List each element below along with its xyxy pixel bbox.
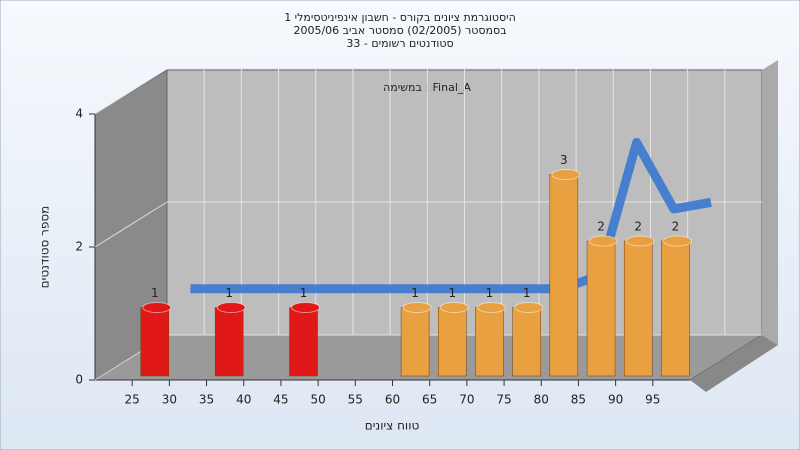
bar-top — [551, 169, 581, 180]
bar — [549, 174, 579, 377]
x-tick-label: 40 — [236, 393, 251, 407]
bar — [214, 307, 244, 377]
bar-top — [291, 302, 321, 313]
data-label: 1 — [151, 286, 159, 300]
data-label: 1 — [448, 286, 456, 300]
bar — [512, 307, 541, 377]
x-tick-label: 80 — [534, 393, 549, 407]
x-tick-label: 90 — [608, 393, 623, 407]
y-tick-label: 2 — [75, 240, 83, 254]
x-axis-label: טווח ציונים — [365, 419, 420, 433]
grid-line — [94, 68, 168, 115]
bar-top — [216, 302, 246, 313]
bar-top — [142, 302, 172, 313]
bar-top — [588, 235, 618, 247]
y-axis-label: מספר סטודנטים — [38, 206, 52, 289]
bar — [140, 307, 170, 377]
y-tick-label: 4 — [75, 107, 83, 121]
x-tick-label: 45 — [273, 393, 288, 407]
data-label: 2 — [634, 220, 642, 234]
bar — [586, 240, 616, 377]
x-tick-label: 70 — [459, 393, 474, 407]
x-tick-label: 25 — [125, 393, 140, 407]
bar-top — [476, 302, 506, 313]
data-label: 1 — [523, 286, 531, 300]
x-tick-label: 55 — [348, 393, 363, 407]
x-tick-label: 75 — [496, 393, 511, 407]
data-label: 1 — [225, 286, 233, 300]
data-label: 1 — [300, 286, 308, 300]
bar-top — [402, 302, 432, 313]
x-tick-label: 50 — [310, 393, 325, 407]
data-label: 2 — [672, 220, 680, 234]
title: סטודנטים רשומים - 33 — [346, 37, 453, 50]
bar — [661, 240, 690, 377]
data-label: 3 — [560, 153, 568, 167]
data-label: 1 — [411, 286, 419, 300]
wall-edge — [762, 60, 778, 345]
bar — [289, 307, 318, 377]
title: היסטוגרמת ציונים בקורס - חשבון אינפיניטס… — [284, 11, 516, 24]
title: בסמסטר (02/2005) סמסטר אביב 2005/06 — [293, 24, 506, 37]
data-label: 2 — [597, 220, 605, 234]
x-tick-label: 65 — [422, 393, 437, 407]
bar — [623, 240, 653, 377]
x-tick-label: 85 — [571, 393, 586, 407]
trend-line — [190, 137, 712, 294]
bar-top — [662, 235, 692, 247]
bar — [438, 307, 467, 377]
y-tick-label: 0 — [75, 373, 83, 387]
x-tick-label: 35 — [199, 393, 214, 407]
x-tick-label: 95 — [645, 393, 660, 407]
data-label: 1 — [486, 286, 494, 300]
bar — [400, 307, 430, 377]
x-tick-label: 60 — [385, 393, 400, 407]
bar-top — [439, 302, 469, 313]
grid-line — [94, 201, 168, 248]
bar-top — [625, 235, 655, 247]
x-tick-label: 30 — [162, 393, 177, 407]
bar — [475, 307, 504, 377]
bar-top — [514, 302, 544, 313]
floor-edge — [690, 335, 778, 392]
